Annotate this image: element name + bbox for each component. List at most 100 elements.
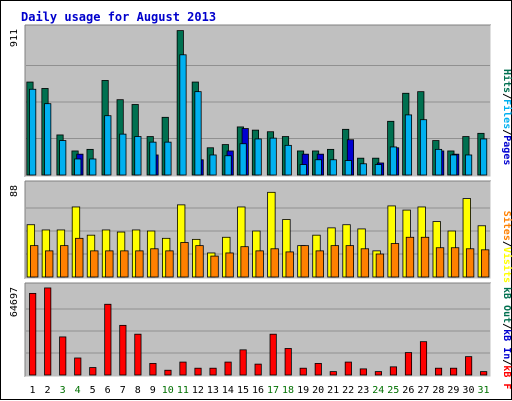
day-label-31: 31: [477, 385, 489, 396]
bar-files-day-31: [480, 138, 488, 176]
bar-files-day-27: [419, 119, 428, 176]
day-label-21: 21: [327, 385, 339, 396]
bar-sites-day-12: [195, 245, 204, 278]
bar-sites-day-21: [330, 245, 339, 278]
bar-sites-day-18: [285, 251, 294, 278]
bar-kbf-day-15: [239, 349, 247, 376]
day-label-28: 28: [432, 385, 444, 396]
legend-hits: Hits: [501, 69, 512, 93]
bar-kbf-day-20: [314, 363, 322, 376]
bar-files-day-21: [329, 159, 337, 176]
bar-sites-day-23: [360, 248, 370, 278]
bar-kbf-day-7: [119, 324, 127, 376]
bar-files-day-16: [254, 138, 262, 176]
chart-title: Daily usage for August 2013: [21, 10, 216, 24]
bar-sites-day-28: [435, 247, 445, 278]
bar-kbf-day-11: [179, 361, 187, 376]
bar-files-day-9: [149, 141, 157, 176]
bar-sites-day-13: [210, 255, 219, 278]
day-label-27: 27: [417, 385, 429, 396]
day-label-30: 30: [462, 385, 474, 396]
panel-bottom-legend: kB Out/kB In/kB F: [501, 287, 512, 389]
bar-files-day-29: [450, 154, 458, 176]
panel-top-legend: Hits/Files/Pages: [501, 69, 512, 165]
bar-kbf-day-1: [29, 292, 37, 376]
bar-kbf-day-18: [284, 348, 292, 376]
bar-sites-day-17: [270, 248, 279, 278]
day-label-5: 5: [90, 385, 96, 396]
bar-sites-day-26: [405, 236, 415, 278]
legend-separator: /: [501, 129, 512, 135]
legend-pages: Pages: [501, 135, 512, 165]
legend-visits: Visits: [501, 247, 512, 283]
day-label-9: 9: [150, 385, 156, 396]
bar-sites-day-9: [150, 248, 159, 278]
bar-files-day-3: [59, 140, 67, 176]
bar-files-day-14: [224, 155, 232, 176]
bar-kbf-day-21: [329, 371, 337, 376]
bar-files-day-17: [269, 137, 277, 176]
bar-sites-day-10: [165, 250, 174, 278]
panel-middle-legend: Sites/Visits: [501, 211, 512, 283]
bar-files-day-22: [344, 160, 352, 176]
bar-kbf-day-24: [374, 371, 382, 376]
bar-sites-day-15: [240, 246, 249, 278]
bar-kbf-day-17: [269, 333, 277, 376]
bar-files-day-7: [119, 133, 127, 176]
bar-kbf-day-10: [164, 369, 172, 376]
bar-sites-day-2: [45, 250, 54, 278]
day-label-24: 24: [372, 385, 384, 396]
bar-kbf-day-13: [209, 367, 217, 376]
bar-kbf-day-25: [389, 366, 397, 376]
bar-kbf-day-4: [74, 357, 82, 376]
bar-kbf-day-27: [419, 341, 428, 376]
bar-sites-day-19: [300, 245, 309, 278]
bar-kbf-day-9: [149, 363, 157, 376]
bar-files-day-28: [434, 148, 443, 176]
bar-files-day-5: [89, 158, 97, 176]
day-label-4: 4: [75, 385, 81, 396]
bar-files-day-23: [359, 163, 367, 176]
day-label-11: 11: [177, 385, 189, 396]
panel-bottom: [25, 283, 491, 377]
legend-sites: Sites: [501, 211, 512, 241]
bar-files-day-6: [104, 115, 112, 176]
legend-kb-out: kB Out: [501, 287, 512, 323]
legend-separator: /: [501, 93, 512, 99]
day-label-22: 22: [342, 385, 354, 396]
bar-sites-day-11: [180, 242, 189, 278]
bar-sites-day-24: [375, 253, 385, 278]
bar-kbf-day-2: [44, 287, 52, 376]
bar-kbf-day-14: [224, 361, 232, 376]
bar-kbf-day-6: [104, 303, 112, 376]
bar-files-day-20: [314, 159, 322, 176]
legend-kb-f: kB F: [501, 365, 512, 389]
day-label-18: 18: [282, 385, 294, 396]
bar-kbf-day-31: [480, 371, 488, 376]
bar-kbf-day-28: [434, 367, 443, 376]
day-label-1: 1: [30, 385, 36, 396]
bar-files-day-11: [179, 54, 187, 176]
day-label-15: 15: [237, 385, 249, 396]
day-label-25: 25: [387, 385, 399, 396]
day-label-12: 12: [192, 385, 204, 396]
bar-kbf-day-22: [344, 361, 352, 376]
day-label-2: 2: [45, 385, 51, 396]
bar-sites-day-4: [75, 237, 84, 278]
bar-kbf-day-16: [254, 363, 262, 376]
bar-sites-day-8: [135, 250, 144, 278]
bar-files-day-13: [209, 154, 217, 176]
bar-sites-day-30: [465, 248, 475, 278]
legend-separator: /: [501, 359, 512, 365]
bar-kbf-day-12: [194, 367, 202, 376]
panel-middle-max-label: 88: [9, 185, 20, 197]
day-label-3: 3: [60, 385, 66, 396]
day-label-23: 23: [357, 385, 369, 396]
legend-kb-in: kB In: [501, 329, 512, 359]
day-label-17: 17: [267, 385, 279, 396]
panel-top-max-label: 911: [9, 29, 20, 47]
day-label-7: 7: [120, 385, 126, 396]
day-label-13: 13: [207, 385, 219, 396]
